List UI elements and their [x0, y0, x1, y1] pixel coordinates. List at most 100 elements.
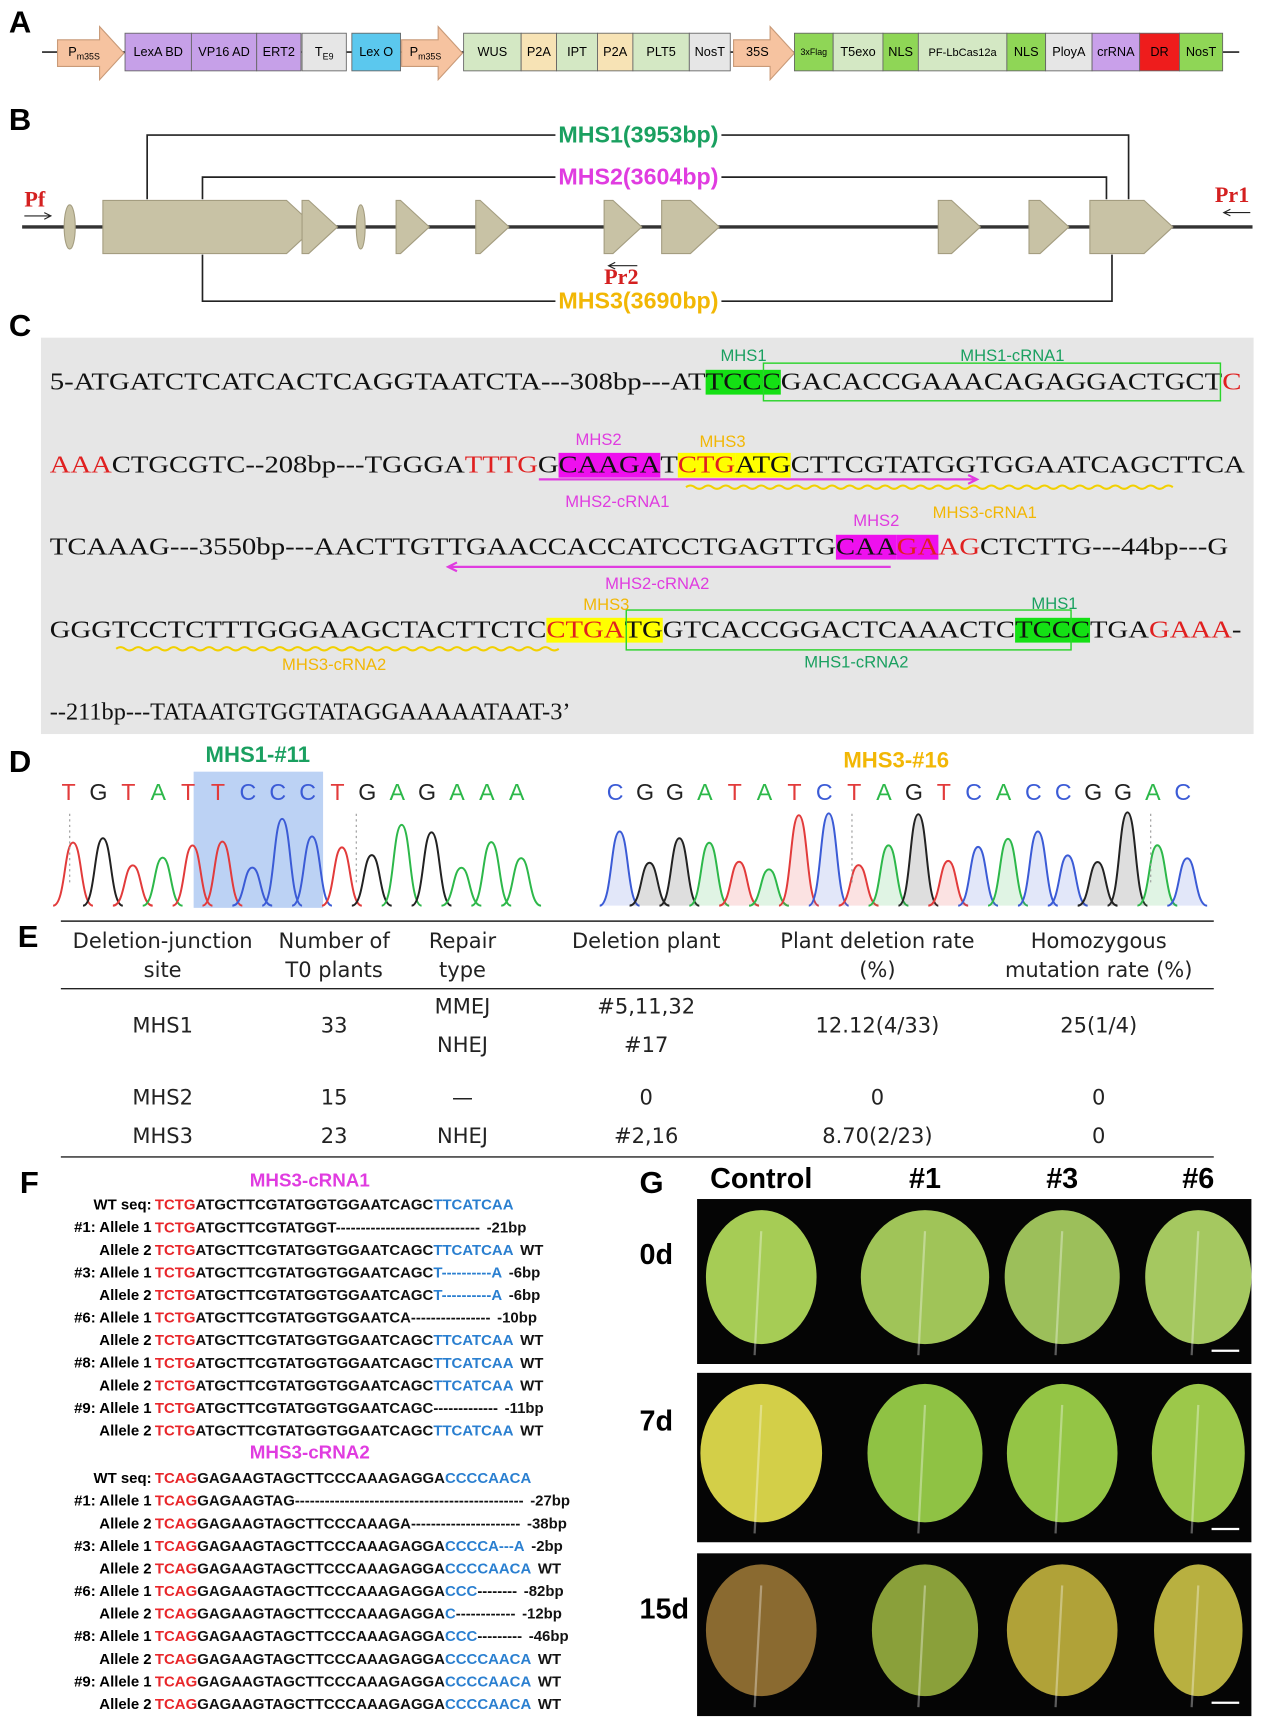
allele-sequence: TCAGGAGAAGTAGCTTCCCAAAGAGGACCCCAACA WT [155, 1651, 561, 1668]
allele-label: Allele 2 [99, 1377, 151, 1394]
leaf-vein [917, 1585, 927, 1708]
label-sub: m35S [418, 52, 441, 62]
table-header: type [439, 957, 486, 982]
allele-label: #8: Allele 1 [74, 1355, 151, 1372]
leaf [1151, 1383, 1245, 1523]
leaf-vein [1190, 1231, 1200, 1356]
label-main: crRNA [1097, 44, 1135, 59]
crRNA-arrow [538, 473, 980, 485]
sequence-segment: GAGAAGTAGCTTCCCAAAGAGGA [197, 1651, 445, 1668]
label-main: PloyA [1052, 44, 1086, 59]
construct-label: NosT [1186, 44, 1217, 59]
trace-peak [351, 854, 393, 907]
deletion-label: MHS2(3604bp) [558, 163, 718, 189]
sequence-annotation: MHS3 [583, 595, 629, 614]
trace-peak [112, 864, 154, 907]
label-main: NLS [888, 44, 913, 59]
crRNA-arrow [445, 561, 891, 573]
sequence-segment: GAGAAGTAGCTTCCCAAAGAGGA [197, 1696, 445, 1713]
sequence-segment: TCAG [155, 1583, 197, 1600]
exon [937, 199, 982, 255]
table-cell: MHS2 [132, 1084, 193, 1109]
allele-result: -46bp [529, 1628, 569, 1645]
table-header: T0 plants [284, 957, 382, 982]
trace-peak [411, 831, 452, 907]
base-call: A [1145, 779, 1161, 805]
table-cell: 33 [321, 1012, 348, 1037]
crRNA-box [625, 609, 1072, 651]
sequence-segment: GAGAAGTAGCTTCCCAAAGAGGA [197, 1583, 445, 1600]
sequence-segment: C [1222, 369, 1241, 396]
sequence-segment: CCCCAACA [445, 1560, 531, 1577]
label-sub: m35S [77, 52, 100, 62]
label-main: T5exo [840, 44, 875, 59]
leaf-vein [1190, 1404, 1200, 1534]
base-call: C [965, 779, 982, 805]
leaf-vein [1054, 1585, 1064, 1708]
construct-element [688, 32, 731, 72]
label-main: P2A [527, 44, 552, 59]
allele-sequence: TCTGATGCTTCGTATGGT----------------------… [155, 1219, 527, 1236]
allele-label: #6: Allele 1 [74, 1583, 151, 1600]
construct-element [190, 32, 258, 72]
sequence-segment: TTCATCAA [433, 1377, 513, 1394]
sequence-annotation: MHS1 [720, 346, 766, 365]
leaf-vein [1190, 1585, 1200, 1708]
alignment-title: MHS3-cRNA2 [250, 1442, 370, 1463]
sequence-segment: TCAG [155, 1628, 197, 1645]
construct-element [632, 32, 690, 72]
trace-peak [957, 845, 999, 907]
sequence-segment: TTCATCAA [433, 1242, 513, 1259]
sequence-segment: ATGCTTCGTATGGT--------------------------… [196, 1219, 480, 1236]
sequence-segment: ATGCTTCGTATGGTGGAATCAGC [196, 1197, 434, 1214]
leaf-vein [917, 1404, 927, 1534]
allele-label: #1: Allele 1 [74, 1219, 151, 1236]
allele-label: Allele 2 [99, 1515, 151, 1532]
table-cell: 0 [639, 1084, 652, 1109]
highlight [677, 452, 736, 478]
primer-arrow [24, 212, 53, 220]
leaf [1006, 1564, 1118, 1697]
construct-label: Lex O [359, 44, 393, 59]
sequence-annotation: MHS1-cRNA1 [960, 346, 1064, 365]
base-call: C [607, 779, 624, 805]
leaf-vein [753, 1231, 763, 1356]
base-call: T [787, 779, 801, 805]
sequence-segment: CCCCAACA [445, 1673, 531, 1690]
trace-peak [381, 823, 423, 907]
sequence-segment: CTGA [546, 617, 625, 644]
crRNA-box [762, 362, 1222, 402]
allele-result: -82bp [524, 1583, 564, 1600]
leaf [1145, 1210, 1252, 1345]
sequence-segment: AG [938, 534, 980, 561]
base-call: G [636, 779, 654, 805]
base-call: T [181, 779, 195, 805]
deletion-label: MHS1(3953bp) [558, 121, 718, 147]
sequence-segment: TCAG [155, 1515, 197, 1532]
allele-result: WT [520, 1355, 543, 1372]
allele-label: #1: Allele 1 [74, 1493, 151, 1510]
construct-element [832, 32, 884, 72]
sequence-segment: GTCACCGGACTCAAACTC [663, 617, 1015, 644]
allele-label: WT seq: [94, 1470, 152, 1487]
sequence-segment: TTCATCAA [433, 1355, 513, 1372]
sequence-annotation: MHS2 [576, 430, 622, 449]
label-main: ERT2 [263, 44, 295, 59]
allele-label: #6: Allele 1 [74, 1310, 151, 1327]
trace-peak [470, 841, 512, 907]
promoter-arrow [401, 25, 464, 82]
allele-result: WT [538, 1673, 561, 1690]
construct-label: NLS [1014, 44, 1039, 59]
leaf [705, 1564, 817, 1697]
base-call: G [905, 779, 923, 805]
allele-sequence: TCAGGAGAAGTAGCTTCCCAAAGAGGACCCCAACA WT [155, 1560, 561, 1577]
trace-peak [987, 837, 1029, 907]
trace-peak [1047, 854, 1089, 907]
leaf-vein [1054, 1404, 1064, 1534]
sequence-segment: -------- [477, 1583, 517, 1600]
table-header: (%) [859, 957, 895, 982]
trace-title: MHS1-#11 [206, 742, 311, 767]
trace-peak [897, 813, 939, 907]
base-call: A [389, 779, 405, 805]
base-call: G [666, 779, 684, 805]
